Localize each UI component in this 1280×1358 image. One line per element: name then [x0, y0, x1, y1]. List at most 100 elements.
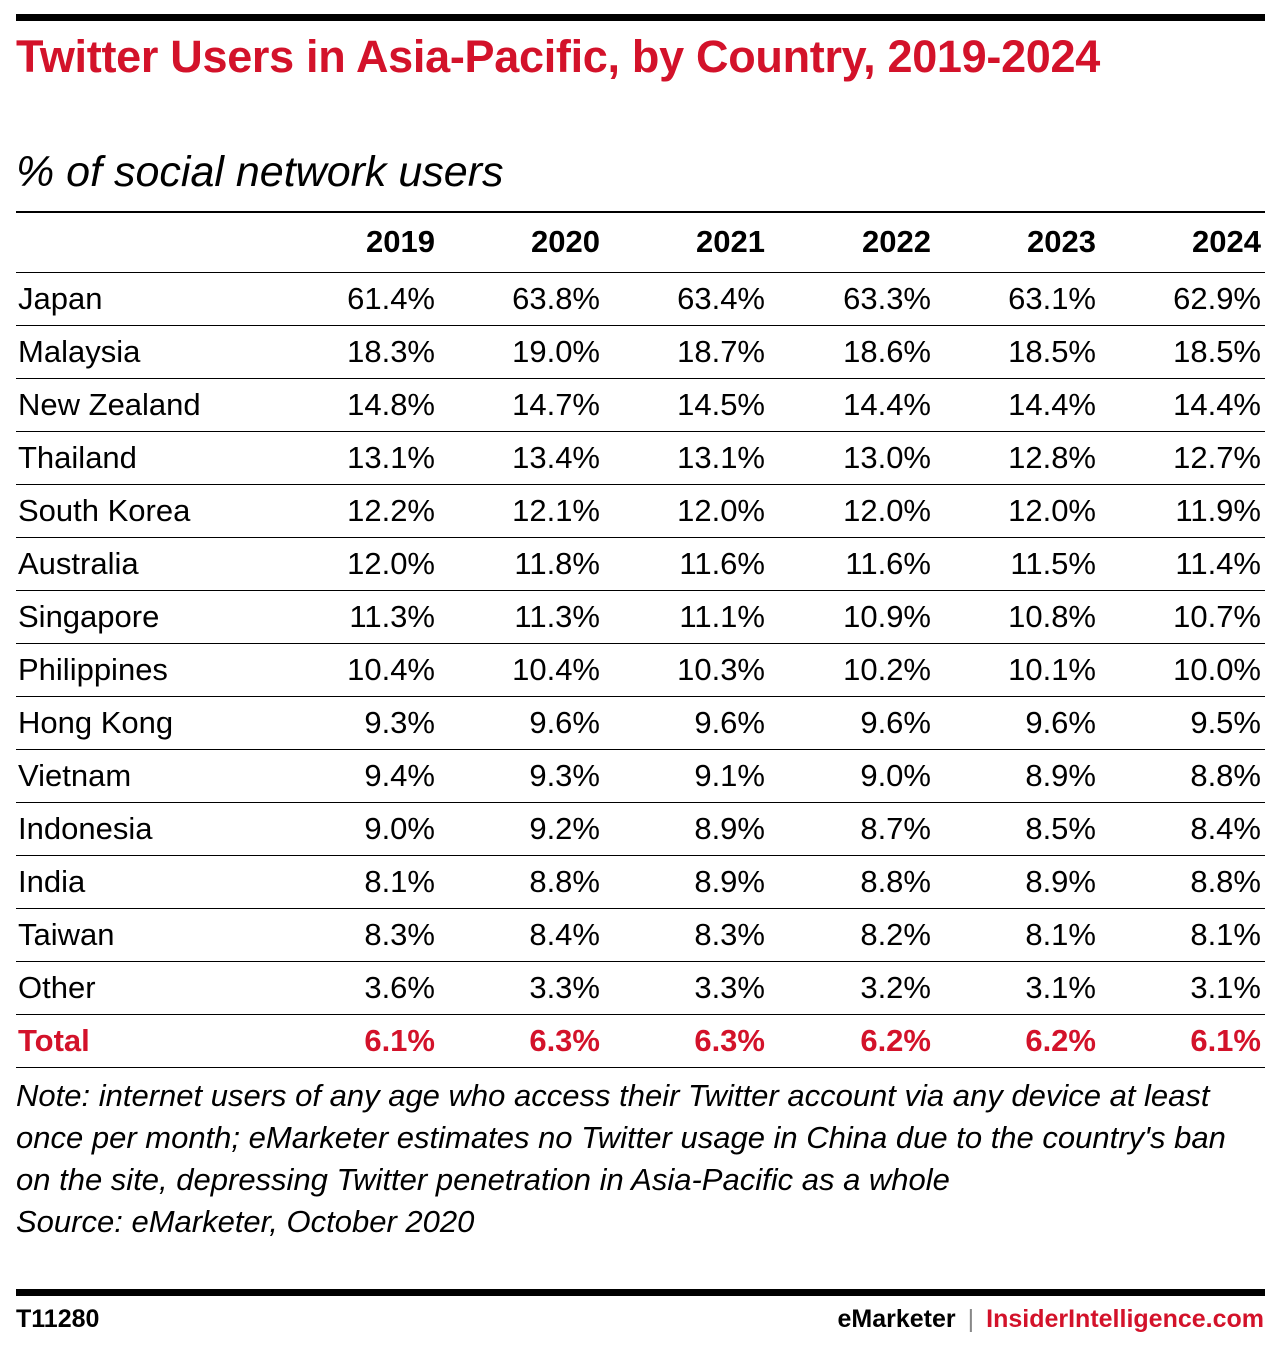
- column-header-2021: 2021: [604, 211, 769, 272]
- value-cell-2022: 9.0%: [769, 748, 935, 802]
- value-cell-2019: 8.3%: [274, 907, 439, 961]
- chart-title: Twitter Users in Asia-Pacific, by Countr…: [16, 31, 1100, 82]
- value-cell-2019: 8.1%: [274, 854, 439, 908]
- country-label: Thailand: [16, 430, 274, 484]
- value-cell-2024: 8.8%: [1100, 748, 1265, 802]
- table-row: Vietnam 9.4% 9.3% 9.1% 9.0% 8.9% 8.8%: [16, 748, 1265, 802]
- value-cell-2024: 8.8%: [1100, 854, 1265, 908]
- table-row: Other 3.6% 3.3% 3.3% 3.2% 3.1% 3.1%: [16, 960, 1265, 1014]
- value-cell-2024: 3.1%: [1100, 960, 1265, 1014]
- value-cell-2022: 8.2%: [769, 907, 935, 961]
- country-label: Other: [16, 960, 274, 1014]
- value-cell-2020: 9.3%: [439, 748, 604, 802]
- value-cell-2020: 9.2%: [439, 801, 604, 855]
- country-label: Singapore: [16, 589, 274, 643]
- value-cell-2023: 63.1%: [935, 271, 1100, 325]
- footnote: Note: internet users of any age who acce…: [16, 1075, 1261, 1243]
- value-cell-2021: 63.4%: [604, 271, 769, 325]
- table-row: New Zealand 14.8% 14.7% 14.5% 14.4% 14.4% 14.4…: [16, 377, 1265, 431]
- value-cell-2020: 11.3%: [439, 589, 604, 643]
- value-cell-2024: 11.9%: [1100, 483, 1265, 537]
- total-label: Total: [16, 1013, 274, 1068]
- value-cell-2019: 11.3%: [274, 589, 439, 643]
- table-row: Philippines 10.4% 10.4% 10.3% 10.2% 10.1% 10.0…: [16, 642, 1265, 696]
- data-table: 2019 2020 2021 2022 2023 2024 Japan 61.4% 63.8%…: [16, 211, 1265, 1068]
- value-cell-2021: 12.0%: [604, 483, 769, 537]
- chart-id: T11280: [16, 1305, 100, 1333]
- column-header-2022: 2022: [769, 211, 935, 272]
- value-cell-2021: 3.3%: [604, 960, 769, 1014]
- value-cell-2023: 3.1%: [935, 960, 1100, 1014]
- value-cell-2022: 11.6%: [769, 536, 935, 590]
- value-cell-2021: 11.1%: [604, 589, 769, 643]
- value-cell-2022: 8.7%: [769, 801, 935, 855]
- table-row: Singapore 11.3% 11.3% 11.1% 10.9% 10.8% 10.7%: [16, 589, 1265, 643]
- column-header-2020: 2020: [439, 211, 604, 272]
- country-label: Japan: [16, 271, 274, 325]
- value-cell-2023: 10.8%: [935, 589, 1100, 643]
- bottom-rule: [16, 1289, 1265, 1296]
- value-cell-2019: 10.4%: [274, 642, 439, 696]
- value-cell-2024: 62.9%: [1100, 271, 1265, 325]
- value-cell-2020: 9.6%: [439, 695, 604, 749]
- total-value-2020: 6.3%: [439, 1013, 604, 1068]
- value-cell-2020: 19.0%: [439, 324, 604, 378]
- table-row: Malaysia 18.3% 19.0% 18.7% 18.6% 18.5% 18.5%: [16, 324, 1265, 378]
- table-row: Australia 12.0% 11.8% 11.6% 11.6% 11.5% 11.4%: [16, 536, 1265, 590]
- brand-insiderintelligence-link[interactable]: InsiderIntelligence.com: [986, 1305, 1264, 1333]
- value-cell-2023: 12.0%: [935, 483, 1100, 537]
- value-cell-2019: 9.4%: [274, 748, 439, 802]
- value-cell-2020: 10.4%: [439, 642, 604, 696]
- header-row: 2019 2020 2021 2022 2023 2024: [16, 211, 1265, 272]
- footer-brand: eMarketer | InsiderIntelligence.com: [838, 1305, 1265, 1334]
- value-cell-2020: 13.4%: [439, 430, 604, 484]
- country-label: South Korea: [16, 483, 274, 537]
- value-cell-2022: 10.9%: [769, 589, 935, 643]
- value-cell-2021: 13.1%: [604, 430, 769, 484]
- column-header-2024: 2024: [1100, 211, 1265, 272]
- country-label: India: [16, 854, 274, 908]
- value-cell-2021: 14.5%: [604, 377, 769, 431]
- value-cell-2019: 14.8%: [274, 377, 439, 431]
- value-cell-2022: 3.2%: [769, 960, 935, 1014]
- value-cell-2023: 8.9%: [935, 854, 1100, 908]
- value-cell-2022: 9.6%: [769, 695, 935, 749]
- value-cell-2022: 10.2%: [769, 642, 935, 696]
- country-label: Taiwan: [16, 907, 274, 961]
- value-cell-2024: 8.4%: [1100, 801, 1265, 855]
- value-cell-2020: 63.8%: [439, 271, 604, 325]
- country-label: Indonesia: [16, 801, 274, 855]
- table-row: Hong Kong 9.3% 9.6% 9.6% 9.6% 9.6% 9.5%: [16, 695, 1265, 749]
- table-row: Taiwan 8.3% 8.4% 8.3% 8.2% 8.1% 8.1%: [16, 907, 1265, 961]
- country-label: Malaysia: [16, 324, 274, 378]
- value-cell-2023: 14.4%: [935, 377, 1100, 431]
- table-row: Japan 61.4% 63.8% 63.4% 63.3% 63.1% 62.9%: [16, 271, 1265, 325]
- value-cell-2023: 11.5%: [935, 536, 1100, 590]
- value-cell-2022: 13.0%: [769, 430, 935, 484]
- value-cell-2019: 9.3%: [274, 695, 439, 749]
- country-label: Hong Kong: [16, 695, 274, 749]
- country-label: Australia: [16, 536, 274, 590]
- total-value-2021: 6.3%: [604, 1013, 769, 1068]
- value-cell-2020: 12.1%: [439, 483, 604, 537]
- total-value-2023: 6.2%: [935, 1013, 1100, 1068]
- value-cell-2020: 14.7%: [439, 377, 604, 431]
- country-label: New Zealand: [16, 377, 274, 431]
- top-rule: [16, 14, 1265, 21]
- value-cell-2022: 8.8%: [769, 854, 935, 908]
- chart-subtitle: % of social network users: [16, 148, 504, 196]
- value-cell-2024: 10.7%: [1100, 589, 1265, 643]
- value-cell-2022: 18.6%: [769, 324, 935, 378]
- column-header-2019: 2019: [274, 211, 439, 272]
- value-cell-2021: 8.9%: [604, 854, 769, 908]
- value-cell-2019: 12.0%: [274, 536, 439, 590]
- table-row: South Korea 12.2% 12.1% 12.0% 12.0% 12.0% 11.9…: [16, 483, 1265, 537]
- value-cell-2024: 9.5%: [1100, 695, 1265, 749]
- value-cell-2024: 12.7%: [1100, 430, 1265, 484]
- table-row: Indonesia 9.0% 9.2% 8.9% 8.7% 8.5% 8.4%: [16, 801, 1265, 855]
- value-cell-2024: 11.4%: [1100, 536, 1265, 590]
- value-cell-2019: 12.2%: [274, 483, 439, 537]
- value-cell-2023: 18.5%: [935, 324, 1100, 378]
- value-cell-2019: 61.4%: [274, 271, 439, 325]
- brand-emarketer[interactable]: eMarketer: [837, 1305, 956, 1333]
